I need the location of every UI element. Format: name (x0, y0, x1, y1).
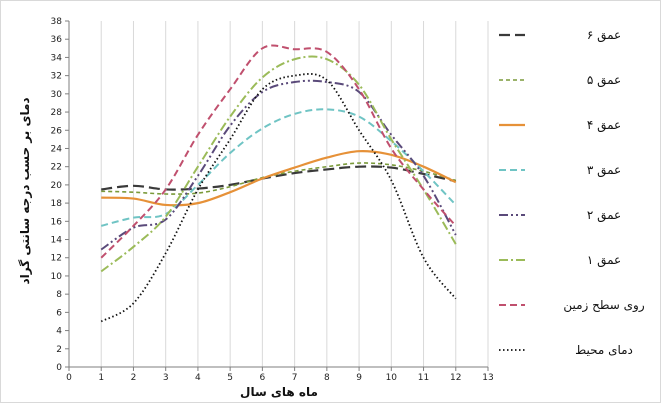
series-line (101, 165, 457, 191)
y-tick-label: 18 (51, 199, 63, 209)
y-tick-label: 34 (51, 53, 63, 63)
x-tick-label: 5 (227, 373, 233, 383)
x-tick-labels: 0 1 2 3 4 5 6 7 8 9 10 11 12 13 (66, 373, 494, 383)
x-tick-label: 10 (386, 373, 398, 383)
series-line (100, 44, 457, 259)
legend-label: عمق ۲ (587, 208, 621, 223)
x-tick-label: 13 (482, 373, 493, 383)
legend: عمق ۶ عمق ۵ عمق ۴ عمق ۳ عمق ۲ عمق ۱ روی سطح زم… (499, 28, 645, 357)
y-tick-label: 36 (51, 35, 63, 45)
vertical-gridlines (68, 21, 489, 367)
x-tick-label: 0 (66, 373, 72, 383)
y-tick-label: 0 (56, 363, 62, 373)
y-tick-label: 8 (56, 290, 62, 300)
legend-label: عمق ۵ (587, 73, 621, 88)
x-axis-title: ماه های سال (240, 385, 318, 399)
y-tick-label: 6 (56, 308, 62, 318)
x-tick-label: 6 (260, 373, 266, 383)
y-tick-label: 26 (51, 126, 63, 136)
series-line (101, 150, 457, 207)
x-tick-label: 12 (450, 373, 461, 383)
y-tick-label: 24 (51, 144, 63, 154)
y-tick-label: 30 (51, 90, 63, 100)
y-tick-label: 12 (51, 254, 62, 264)
series-line (100, 55, 457, 273)
x-tick-label: 9 (356, 373, 362, 383)
y-tick-label: 14 (51, 236, 63, 246)
series-line (100, 108, 457, 227)
series-lines (100, 44, 457, 323)
y-tick-label: 32 (51, 72, 62, 82)
series-line (100, 73, 457, 323)
y-axis-title: دمای بر حسب درجه سانتی گراد (18, 97, 32, 284)
series-line (100, 79, 457, 251)
y-tick-label: 4 (56, 327, 62, 337)
x-tick-label: 4 (195, 373, 201, 383)
legend-label: عمق ۳ (587, 163, 621, 178)
y-tick-label: 16 (51, 217, 63, 227)
legend-label: دمای محیط (575, 343, 633, 357)
legend-label: روی سطح زمین (563, 298, 644, 313)
y-tick-label: 20 (51, 181, 63, 191)
y-tick-label: 2 (56, 345, 62, 355)
y-tick-label: 10 (51, 272, 63, 282)
x-tick-label: 2 (131, 373, 137, 383)
x-tick-label: 11 (418, 373, 429, 383)
x-tick-label: 8 (324, 373, 330, 383)
y-tick-label: 22 (51, 163, 62, 173)
series-line (101, 162, 456, 195)
y-tick-label: 28 (51, 108, 63, 118)
x-tick-label: 1 (98, 373, 104, 383)
legend-label: عمق ۱ (587, 253, 621, 268)
x-tick-label: 3 (163, 373, 169, 383)
x-tick-label: 7 (292, 373, 298, 383)
axes (65, 20, 489, 371)
legend-label: عمق ۴ (587, 118, 621, 133)
legend-label: عمق ۶ (587, 28, 621, 43)
y-tick-label: 38 (51, 17, 63, 27)
